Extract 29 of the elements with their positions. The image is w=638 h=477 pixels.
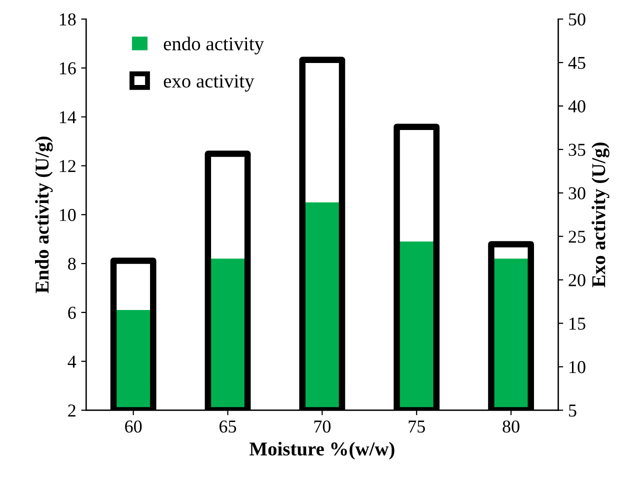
y2-tick-label: 35 — [568, 144, 586, 156]
x-tick-label: 65 — [220, 420, 236, 433]
x-tick-label: 80 — [502, 420, 520, 433]
y2-tick-label: 45 — [568, 56, 586, 69]
y2-tick-label: 50 — [569, 13, 586, 26]
y2-tick-label: 15 — [570, 318, 586, 330]
y2-tick-label: 10 — [570, 361, 586, 374]
y-axis-title: Endo activity (U/g) — [35, 136, 53, 294]
y-tick-label: 8 — [68, 258, 76, 270]
y-tick-label: 4 — [68, 356, 76, 368]
y-tick-label: 18 — [60, 13, 76, 26]
y-tick-label: 10 — [60, 208, 76, 222]
y-tick-label: 16 — [60, 62, 76, 74]
y2-tick-label: 20 — [568, 274, 586, 286]
x-tick-label: 75 — [408, 420, 425, 433]
y2-tick-label: 5 — [569, 404, 576, 417]
y2-tick-label: 40 — [568, 100, 586, 112]
x-axis-title: Moisture %(w/w) — [250, 442, 394, 460]
y2-tick-label: 25 — [568, 230, 586, 243]
legend-label: endo activity — [164, 36, 264, 54]
y2-axis-title: Exo activity (U/g) — [592, 142, 610, 288]
x-tick-label: 60 — [125, 420, 142, 433]
y-tick-label: 2 — [68, 404, 76, 416]
legend-label: exo activity — [164, 74, 254, 92]
x-tick-label: 70 — [314, 420, 331, 433]
y2-tick-label: 30 — [568, 187, 586, 200]
y-tick-label: 6 — [68, 306, 76, 319]
y-tick-label: 12 — [60, 160, 76, 172]
y-tick-label: 14 — [60, 111, 76, 124]
